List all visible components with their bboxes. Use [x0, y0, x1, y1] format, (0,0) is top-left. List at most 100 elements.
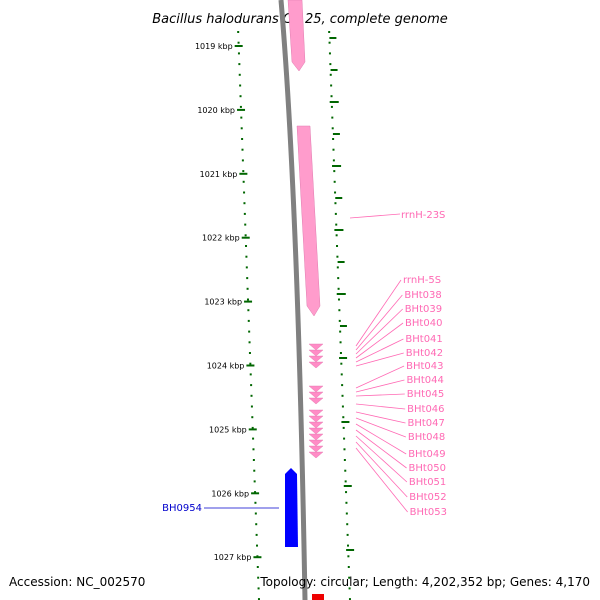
tick-label: 1019 kbp	[195, 42, 233, 51]
trna-feature	[308, 415, 324, 423]
scale-major-dash	[339, 325, 347, 327]
scale-major-dash	[341, 421, 350, 423]
scale-dot	[344, 480, 347, 483]
feature-label-bht051: BHt051	[409, 477, 446, 488]
scale-dot	[343, 448, 346, 451]
scale-dot	[244, 223, 247, 226]
accession-text: Accession: NC_002570	[9, 575, 145, 589]
scale-dot	[240, 127, 243, 130]
scale-dot	[249, 373, 252, 376]
scale-major-dash	[332, 133, 340, 135]
scale-major-dash	[334, 229, 343, 231]
leader-line	[355, 423, 407, 455]
scale-dot	[248, 341, 251, 344]
scale-dot	[241, 159, 244, 162]
scale-dot	[328, 31, 331, 33]
feature-label-bht047: BHt047	[408, 418, 445, 429]
scale-dot	[251, 426, 254, 429]
scale-dot	[337, 277, 340, 280]
rrna-feature-23s	[296, 125, 321, 317]
tick-label-group: 1019 kbp 1020 kbp 1021 kbp 1022 kbp 1023 kbp…	[195, 42, 262, 562]
scale-dot	[331, 116, 334, 119]
scale-dot	[329, 63, 332, 66]
feature-label-rrnh-5s: rrnH-5S	[403, 275, 441, 286]
leader-line	[355, 338, 404, 363]
feature-label-bht038: BHt038	[404, 290, 441, 301]
gene-feature-bottom	[312, 594, 324, 600]
scale-dot	[337, 287, 340, 290]
trna-feature	[308, 397, 324, 405]
tick-label: 1020 kbp	[197, 106, 235, 115]
scale-dot	[247, 309, 250, 312]
feature-label-bht049: BHt049	[408, 449, 445, 460]
scale-dot	[330, 95, 333, 98]
scale-dot	[242, 170, 245, 173]
major-tick	[253, 556, 262, 559]
leader-line	[355, 411, 406, 424]
scale-dot	[239, 95, 242, 98]
major-tick	[251, 492, 260, 495]
scale-dot	[238, 63, 241, 66]
scale-dot	[333, 170, 336, 173]
feature-label-bht045: BHt045	[407, 389, 444, 400]
scale-dot	[330, 105, 333, 108]
scale-dot	[248, 330, 251, 333]
tick-label: 1026 kbp	[211, 489, 249, 498]
tick-label: 1027 kbp	[214, 553, 252, 562]
scale-major-dash	[343, 485, 352, 487]
scale-dot	[254, 491, 257, 494]
scale-dot	[335, 223, 338, 226]
scale-dot	[237, 31, 240, 33]
scale-dot	[247, 319, 250, 322]
tick-label: 1024 kbp	[207, 362, 245, 371]
scale-dot	[348, 587, 351, 590]
scale-dot	[336, 266, 339, 269]
scale-major-dash	[339, 357, 348, 359]
scale-dot	[246, 277, 249, 280]
scale-dot	[244, 234, 247, 237]
scale-major-dash	[346, 549, 355, 551]
leader-line	[355, 417, 406, 438]
leader-line	[355, 365, 405, 389]
scale-dot	[253, 480, 256, 483]
scale-dot	[255, 523, 258, 526]
scale-dot	[338, 319, 341, 322]
leader-line	[355, 379, 405, 393]
scale-dot	[332, 138, 335, 140]
feature-label-bht042: BHt042	[406, 348, 443, 359]
scale-dot	[334, 212, 337, 215]
scale-dot	[336, 255, 339, 258]
scale-dot	[341, 394, 344, 397]
feature-label-bht041: BHt041	[405, 334, 442, 345]
trna-feature	[308, 433, 324, 441]
scale-dot	[341, 384, 344, 387]
gene-label-bh0954: BH0954	[162, 503, 202, 514]
scale-dot	[330, 84, 333, 87]
major-tick	[234, 45, 243, 47]
feature-label-bht052: BHt052	[409, 492, 446, 503]
feature-label-bht039: BHt039	[405, 304, 442, 315]
feature-label-bht044: BHt044	[406, 375, 443, 386]
leader-line	[355, 393, 405, 397]
scale-dot	[343, 437, 346, 440]
leader-line	[355, 435, 408, 483]
scale-dot	[338, 309, 341, 312]
scale-dot	[339, 352, 342, 354]
scale-dot	[245, 266, 248, 269]
major-tick	[248, 428, 257, 431]
scale-dot	[239, 84, 242, 87]
scale-dot	[332, 148, 335, 151]
label-leader-group	[204, 213, 408, 513]
scale-dot	[334, 202, 337, 205]
scale-dot	[240, 116, 243, 119]
scale-dot	[340, 362, 343, 365]
major-tick	[239, 172, 248, 175]
scale-dot	[347, 555, 350, 558]
trna-feature	[308, 427, 324, 435]
leader-line	[355, 308, 403, 355]
scale-dot	[250, 384, 253, 387]
scale-major-dash	[337, 261, 345, 263]
scale-dot	[248, 352, 251, 354]
major-tick	[237, 108, 246, 111]
feature-label-bht043: BHt043	[406, 361, 443, 372]
